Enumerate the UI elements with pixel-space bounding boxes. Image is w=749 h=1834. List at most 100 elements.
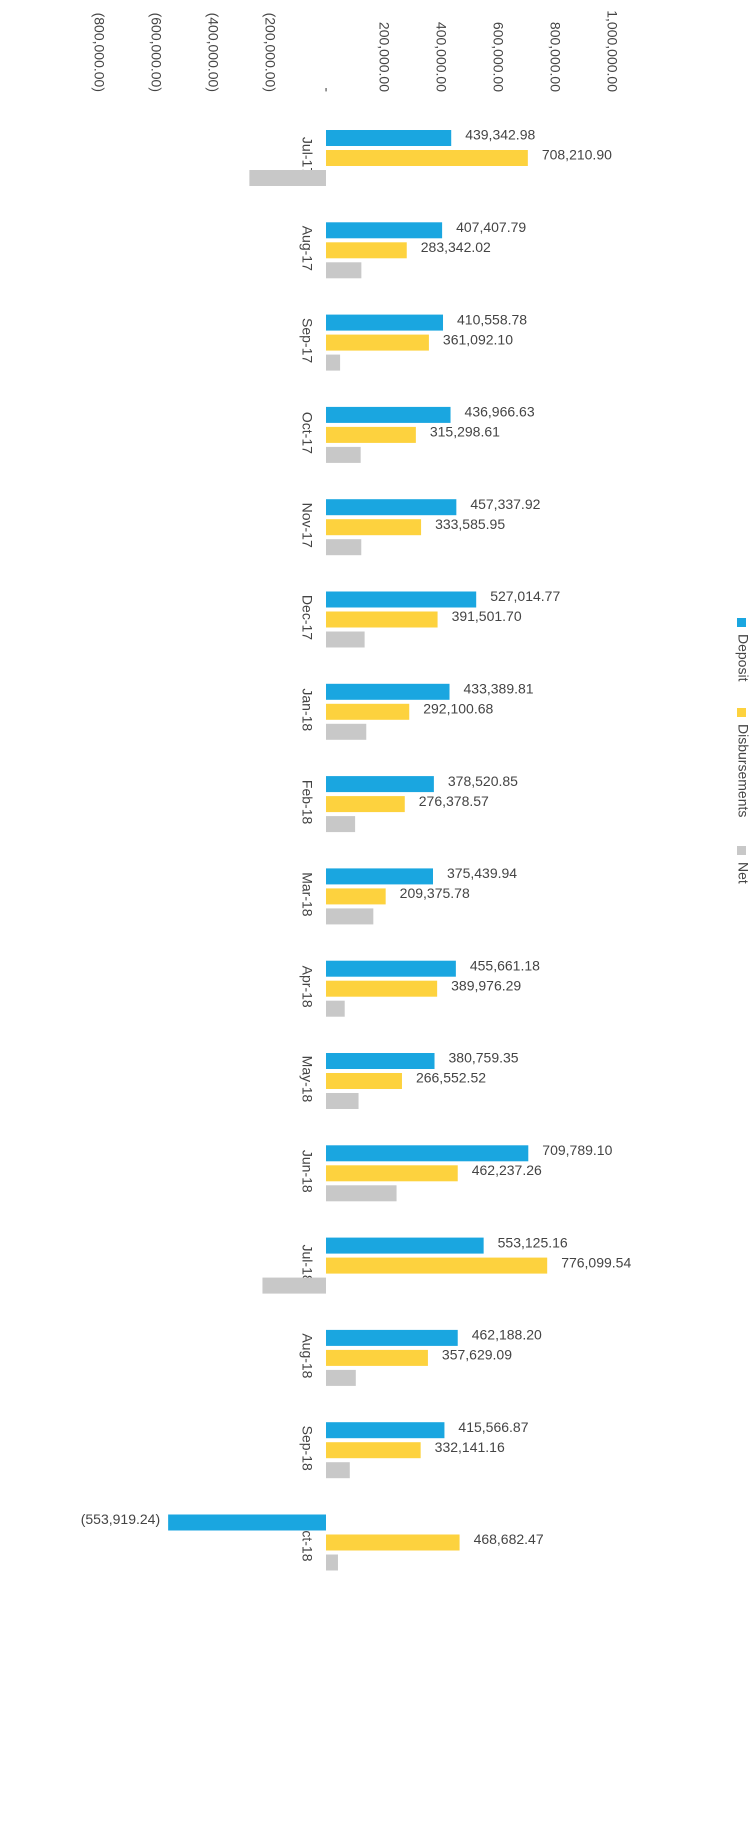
- value-label: 315,298.61: [430, 424, 500, 440]
- value-label: (553,919.24): [81, 1511, 160, 1527]
- bar: [326, 683, 450, 700]
- value-label: 375,439.94: [447, 865, 517, 881]
- value-label: 283,342.02: [421, 239, 491, 255]
- bar: [326, 703, 410, 720]
- bar: [326, 1554, 338, 1571]
- value-label: 410,558.78: [457, 311, 527, 327]
- bar: [326, 723, 367, 740]
- bar: [326, 539, 362, 556]
- bar: [326, 888, 386, 905]
- bar: [326, 406, 451, 423]
- bar: [326, 1073, 402, 1089]
- category-label: Feb-18: [299, 780, 315, 825]
- value-label: 357,629.09: [442, 1347, 512, 1363]
- category-label: May-18: [299, 1056, 315, 1103]
- category-label: Sep-18: [299, 1426, 315, 1471]
- bar: [326, 591, 477, 608]
- bar: [326, 1349, 428, 1366]
- bar: [326, 130, 452, 146]
- bar: [326, 314, 444, 331]
- category-label: Mar-18: [299, 872, 315, 917]
- value-label: 776,099.54: [561, 1254, 631, 1270]
- value-label: 709,789.10: [542, 1142, 612, 1158]
- value-label: 378,520.85: [448, 773, 518, 789]
- value-label: 407,407.79: [456, 219, 526, 235]
- value-label: 415,566.87: [458, 1419, 528, 1435]
- bar: [326, 1237, 484, 1254]
- bar: [326, 446, 361, 463]
- x-tick-label: (200,000.00): [262, 13, 278, 92]
- legend-label: Net: [735, 862, 749, 884]
- value-label: 292,100.68: [423, 701, 493, 717]
- bar: [326, 150, 528, 166]
- bar: [326, 980, 438, 997]
- value-label: 361,092.10: [443, 331, 513, 347]
- legend-label: Deposit: [735, 634, 749, 682]
- value-label: 439,342.98: [465, 127, 535, 143]
- value-label: 462,237.26: [472, 1162, 542, 1178]
- bar: [326, 1145, 529, 1162]
- x-tick-label: 200,000.00: [376, 22, 392, 92]
- value-label: 553,125.16: [498, 1234, 568, 1250]
- category-label: Sep-17: [299, 318, 315, 363]
- value-label: 391,501.70: [452, 608, 522, 624]
- value-label: 333,585.95: [435, 516, 505, 532]
- bar: [326, 1462, 350, 1479]
- bar: [326, 519, 422, 536]
- category-label: Jan-18: [299, 688, 315, 731]
- category-label: Dec-17: [299, 595, 315, 640]
- bar: [326, 776, 434, 793]
- x-tick-label: (600,000.00): [148, 13, 164, 92]
- category-label: Jul-17: [299, 137, 315, 175]
- category-label: Nov-17: [299, 503, 315, 548]
- bar: [326, 354, 341, 371]
- bar: [249, 170, 326, 186]
- category-label: Aug-17: [299, 226, 315, 271]
- bar: [326, 796, 405, 813]
- x-tick-label: 600,000.00: [490, 22, 506, 92]
- value-label: 462,188.20: [472, 1327, 542, 1343]
- legend-swatch: [737, 618, 746, 627]
- category-label: Oct-17: [299, 412, 315, 454]
- value-label: 433,389.81: [464, 681, 534, 697]
- legend-label: Disbursements: [735, 724, 749, 817]
- bar: [326, 499, 457, 516]
- bar: [326, 1442, 421, 1459]
- bar: [326, 1422, 445, 1439]
- bar: [326, 1369, 356, 1386]
- bar: [326, 908, 374, 925]
- value-label: 209,375.78: [400, 885, 470, 901]
- bar: [326, 611, 438, 628]
- bar: [326, 1053, 435, 1069]
- bar: [326, 960, 456, 977]
- value-label: 527,014.77: [490, 588, 560, 604]
- bar: [326, 242, 407, 259]
- category-label: Jun-18: [299, 1150, 315, 1193]
- category-label: Aug-18: [299, 1333, 315, 1378]
- bar: [168, 1514, 326, 1531]
- value-label: 389,976.29: [451, 977, 521, 993]
- bar: [326, 1257, 548, 1274]
- value-label: 266,552.52: [416, 1070, 486, 1086]
- bar: [326, 262, 362, 279]
- bar: [326, 1000, 345, 1017]
- value-label: 436,966.63: [465, 404, 535, 420]
- bar: [326, 868, 434, 885]
- x-tick-label: 800,000.00: [547, 22, 563, 92]
- x-tick-label: (400,000.00): [205, 13, 221, 92]
- value-label: 455,661.18: [470, 957, 540, 973]
- value-label: 468,682.47: [474, 1531, 544, 1547]
- x-tick-label: -: [319, 87, 335, 92]
- bar: [326, 1329, 458, 1346]
- bar: [326, 1534, 460, 1551]
- bar: [326, 816, 356, 833]
- value-label: 332,141.16: [435, 1439, 505, 1455]
- value-label: 380,759.35: [449, 1050, 519, 1066]
- value-label: 708,210.90: [542, 147, 612, 163]
- x-tick-label: 400,000.00: [433, 22, 449, 92]
- legend-swatch: [737, 846, 746, 855]
- bar: [262, 1277, 326, 1294]
- bar: [326, 1165, 458, 1182]
- bar: [326, 334, 429, 351]
